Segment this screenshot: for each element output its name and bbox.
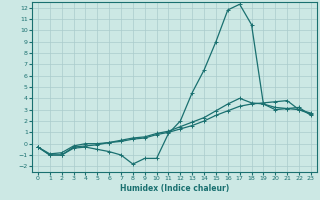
X-axis label: Humidex (Indice chaleur): Humidex (Indice chaleur): [120, 184, 229, 193]
